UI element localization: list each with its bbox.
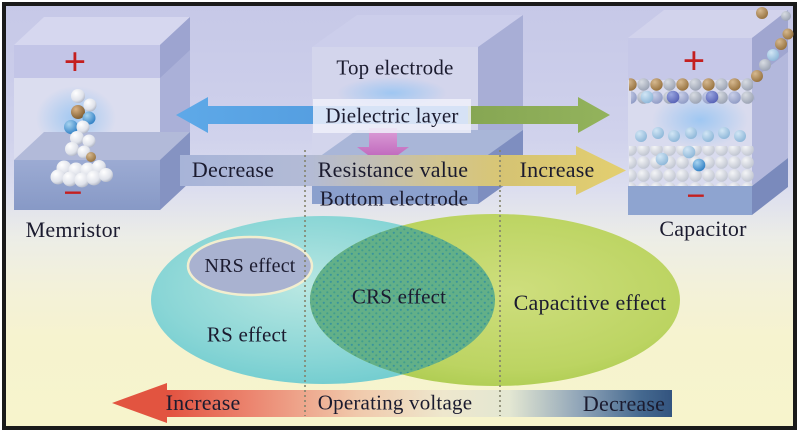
capacitor-label: Capacitor <box>659 216 747 241</box>
top-electrode-label: Top electrode <box>336 55 454 80</box>
nrs-ellipse <box>186 235 314 297</box>
dielectric-layer-label: Dielectric layer <box>325 103 459 128</box>
resistance-value-label: Resistance value <box>317 157 469 182</box>
venn-diagram <box>151 214 680 386</box>
capacitor-box <box>628 7 794 215</box>
bottom-electrode-label: Bottom electrode <box>319 186 469 211</box>
green-right-arrow <box>468 97 610 133</box>
dielectric-layer-bar: Dielectric layer <box>313 99 471 133</box>
ion-spheres <box>629 7 794 186</box>
capacitive-effect-label: Capacitive effect <box>513 290 667 315</box>
memristor-label: Memristor <box>25 217 121 242</box>
memristor-plus-sign: + <box>63 39 87 84</box>
resistance-scale-bar <box>180 146 626 195</box>
crs-effect-label: CRS effect <box>351 284 447 309</box>
crs-overlap <box>310 216 495 384</box>
voltage-decrease-label: Decrease <box>582 391 666 416</box>
nrs-effect-label: NRS effect <box>204 255 296 277</box>
memristor-minus-sign: − <box>63 175 83 212</box>
voltage-scale-bar <box>112 383 672 423</box>
rs-effect-label: RS effect <box>206 322 288 347</box>
filament-spheres <box>50 89 113 188</box>
memristor-box <box>14 17 190 210</box>
resistance-increase-label: Increase <box>519 157 595 182</box>
capacitor-plus-sign: + <box>682 38 706 83</box>
voltage-increase-label: Increase <box>165 390 241 415</box>
capacitor-minus-sign: − <box>686 178 706 215</box>
red-increase-arrow <box>112 383 167 423</box>
operating-voltage-label: Operating voltage <box>317 390 473 415</box>
resistance-decrease-label: Decrease <box>191 157 275 182</box>
yellow-increase-arrow <box>500 146 626 195</box>
